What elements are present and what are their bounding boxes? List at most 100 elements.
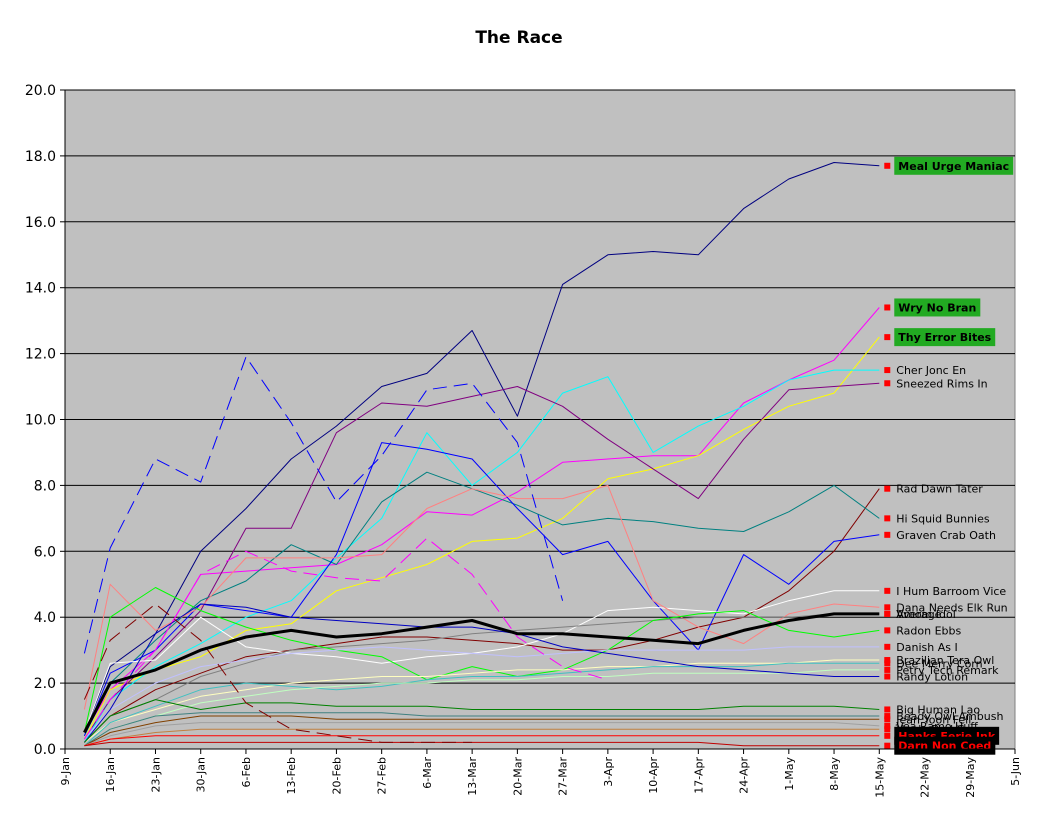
- series-line-23: [84, 735, 880, 747]
- series-end-marker: [884, 162, 891, 169]
- x-tick-label: 13-Feb: [285, 757, 298, 794]
- series-end-labels: Meal Urge Maniac Wry No Bran Thy Error Bit…: [884, 156, 1014, 755]
- series-end-marker: [884, 726, 891, 733]
- x-tick-label: 24-Apr: [738, 757, 751, 794]
- x-tick-label: 6-Feb: [240, 757, 253, 787]
- series-label: Sneezed Rims In: [896, 377, 987, 390]
- series-label: Randy Lotion: [896, 671, 968, 684]
- series-label: Cher Jonc En: [896, 364, 966, 377]
- series-line-25: [83, 356, 564, 654]
- series-label: Darn Non Coed: [898, 740, 991, 753]
- series-line-17: [84, 603, 880, 743]
- series-end-marker: [884, 643, 891, 650]
- series-end-marker: [884, 604, 891, 611]
- x-tick-label: 27-Feb: [376, 757, 389, 794]
- series-label: Wry No Bran: [898, 301, 976, 314]
- series-label: Dana Needs Elk Run: [896, 601, 1007, 614]
- chart-title: The Race: [475, 28, 562, 48]
- x-tick-label: 9-Jan: [59, 757, 72, 786]
- series-line-27: [83, 603, 473, 743]
- series-line-18: [84, 699, 880, 743]
- series-line-13: [84, 646, 880, 740]
- series-line-11: [84, 613, 880, 743]
- series-end-marker: [884, 587, 891, 594]
- series-label: Danish As I: [896, 641, 957, 654]
- series-label-highlight: [894, 156, 1014, 175]
- x-tick-label: 1-May: [783, 757, 796, 791]
- y-tick-label: 10.0: [25, 413, 56, 429]
- y-tick-label: 6.0: [34, 544, 56, 560]
- y-tick-label: 14.0: [25, 281, 56, 297]
- series-line-16: [84, 669, 880, 747]
- series-label: Meal Urge Maniac: [898, 160, 1009, 173]
- x-tick-label: 22-May: [919, 757, 932, 798]
- series-end-marker: [884, 485, 891, 492]
- series-label: Vroom Idol: [896, 608, 956, 621]
- series-end-marker: [884, 713, 891, 720]
- series-end-marker: [884, 610, 891, 617]
- series-line-14: [84, 659, 880, 743]
- series-line-21: [84, 722, 880, 747]
- series-line-3: [83, 369, 880, 743]
- series-label: I Hum Barroom Vice: [896, 585, 1006, 598]
- series-line-12: [83, 587, 880, 733]
- x-tick-label: 16-Jan: [104, 757, 117, 793]
- series-lines: [83, 162, 880, 747]
- series-label: Hi Squid Bunnies: [896, 512, 990, 525]
- series-label: Average: [896, 608, 941, 621]
- y-axis-ticks: 0.0 2.0 4.0 6.0 8.0 10.0 12.0 14.0 16.0 18.0 20.0: [25, 83, 65, 758]
- series-end-marker: [884, 380, 891, 387]
- y-tick-label: 8.0: [34, 478, 56, 494]
- series-label: Rad Dawn Tater: [896, 483, 983, 496]
- series-label: Graven Crab Oath: [896, 529, 996, 542]
- y-tick-label: 18.0: [25, 149, 56, 165]
- series-label-highlight: [894, 298, 981, 317]
- x-tick-label: 30-Jan: [195, 757, 208, 793]
- series-line-15: [84, 662, 880, 747]
- series-label-highlight: [894, 328, 996, 347]
- series-end-marker: [884, 515, 891, 522]
- x-tick-label: 23-Jan: [149, 757, 162, 793]
- series-end-marker: [884, 722, 891, 729]
- x-tick-label: 17-Apr: [692, 757, 705, 794]
- x-tick-label: 20-Feb: [330, 757, 343, 794]
- x-tick-label: 3-Apr: [602, 757, 615, 787]
- series-line-10: [83, 612, 880, 734]
- series-label: Big Human Lao: [896, 703, 980, 716]
- y-tick-label: 12.0: [25, 347, 56, 363]
- x-tick-label: 8-May: [828, 757, 841, 791]
- y-tick-label: 16.0: [25, 215, 56, 231]
- y-tick-label: 20.0: [25, 83, 56, 99]
- x-tick-label: 13-Mar: [466, 757, 479, 796]
- x-tick-label: 5-Jun: [1009, 757, 1022, 786]
- series-end-marker: [884, 531, 891, 538]
- series-end-marker: [884, 673, 891, 680]
- series-label: Radon Ebbs: [896, 624, 961, 637]
- series-label: Dee Merry Corn: [896, 657, 982, 670]
- series-end-marker: [884, 304, 891, 311]
- series-end-marker: [884, 732, 891, 739]
- series-end-marker: [884, 706, 891, 713]
- x-tick-label: 20-Mar: [511, 757, 524, 796]
- y-tick-label: 0.0: [34, 742, 56, 758]
- series-line-20: [84, 715, 880, 747]
- series-line-26: [83, 537, 609, 740]
- series-end-marker: [884, 657, 891, 664]
- series-label: Jean Yoon Fell: [895, 713, 971, 726]
- x-tick-label: 27-Mar: [557, 757, 570, 796]
- x-tick-label: 10-Apr: [647, 757, 660, 794]
- series-label: Petry Tech Remark: [896, 664, 999, 677]
- series-line-19: [84, 712, 880, 747]
- series-line-0: [83, 162, 880, 733]
- series-label-highlight: [894, 736, 996, 755]
- series-label: Brazilian Tera Owl: [896, 654, 994, 667]
- series-label: Thy Error Bites: [898, 331, 991, 344]
- series-end-marker: [884, 367, 891, 374]
- series-label: Beady Owl Ambush: [896, 710, 1003, 723]
- series-end-marker: [884, 666, 891, 673]
- x-tick-label: 15-May: [873, 757, 886, 798]
- series-line-2: [83, 336, 880, 740]
- x-tick-label: 29-May: [964, 757, 977, 798]
- series-end-marker: [884, 627, 891, 634]
